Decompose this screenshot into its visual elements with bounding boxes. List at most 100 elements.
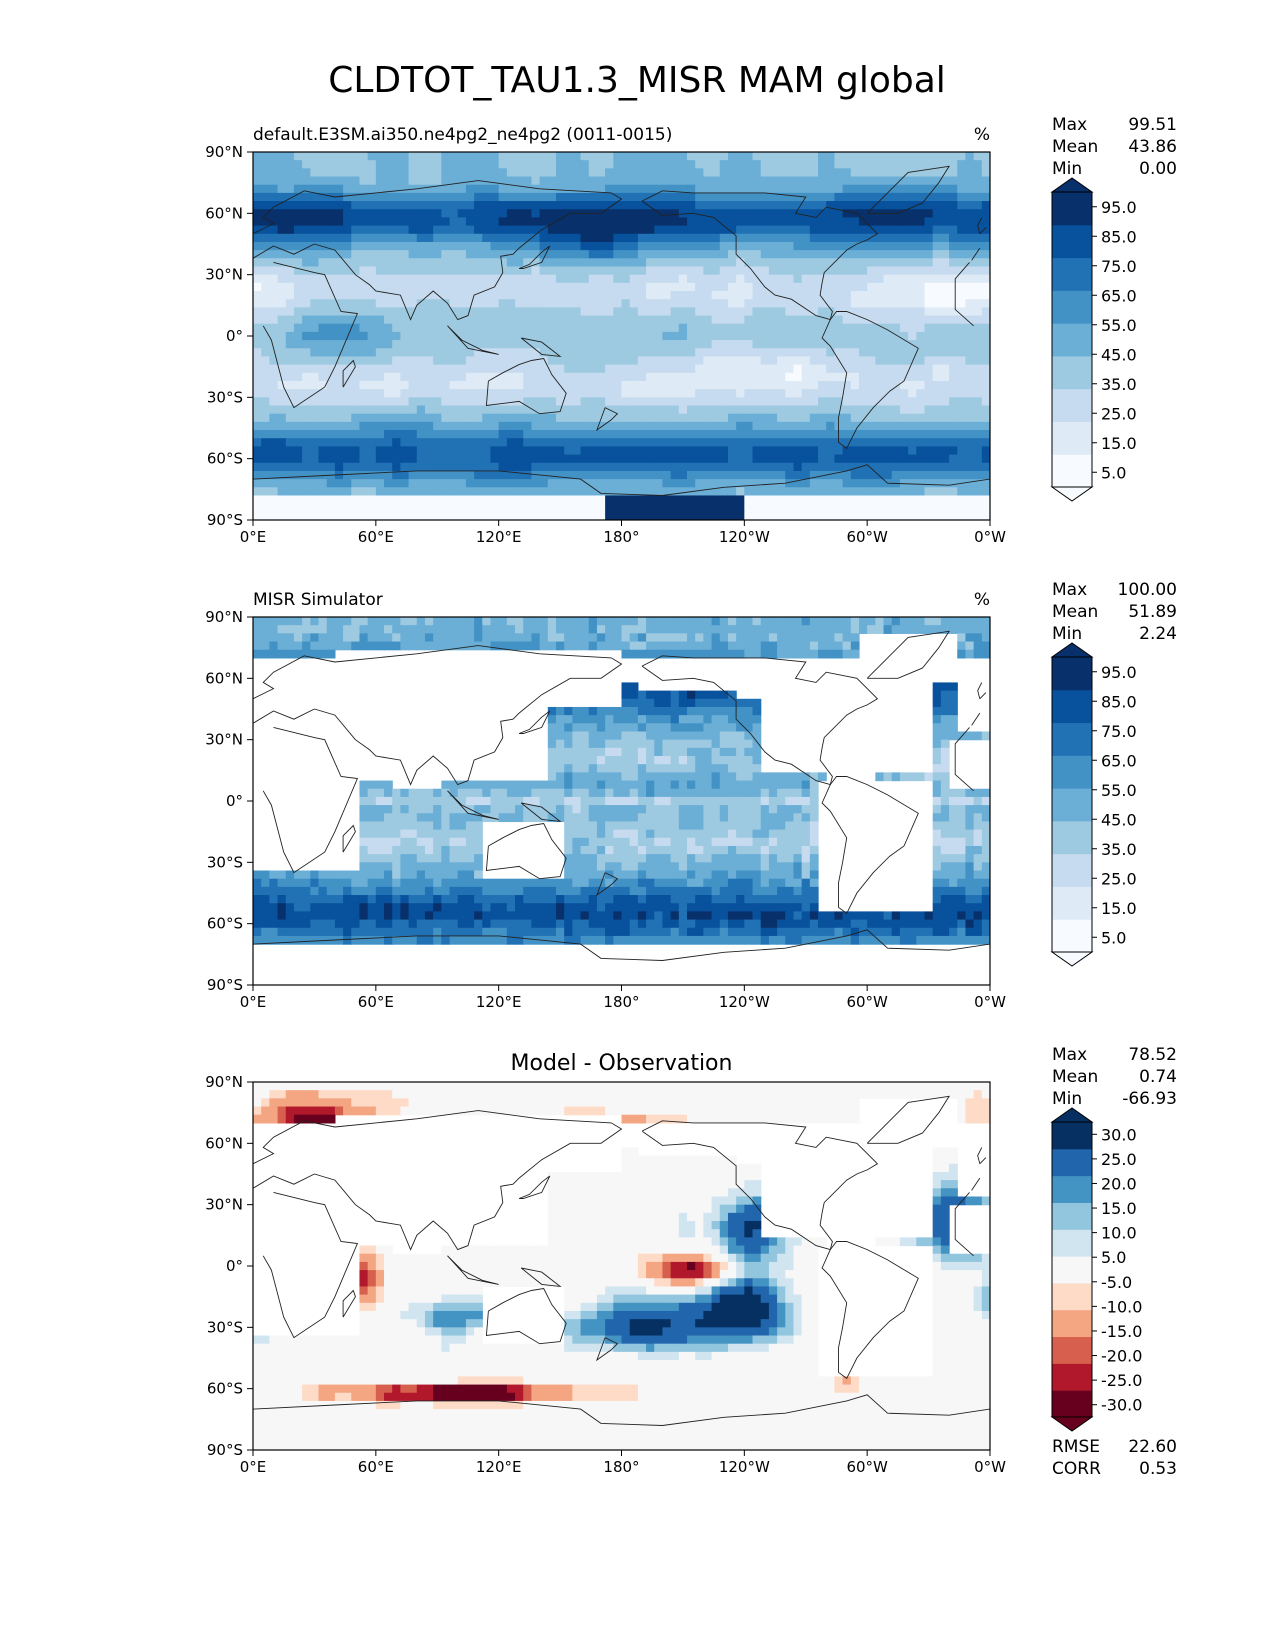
map-cell [474, 413, 483, 423]
map-cell [351, 168, 361, 178]
map-cell [842, 331, 852, 341]
map-cell [916, 299, 926, 308]
map-cell [637, 470, 647, 480]
map-cell [760, 176, 770, 186]
map-cell [949, 479, 958, 488]
map-cell [678, 780, 688, 790]
map-cell [629, 397, 639, 407]
map-cell [965, 633, 975, 643]
map-cell [375, 356, 385, 366]
map-cell [785, 641, 795, 651]
map-cell [981, 380, 990, 390]
map-cell [637, 152, 647, 161]
map-cell [957, 282, 967, 292]
map-cell [957, 340, 967, 349]
map-cell [916, 470, 926, 480]
map-cell [932, 233, 942, 243]
map-cell [752, 201, 762, 210]
map-cell [662, 649, 672, 659]
map-cell [359, 233, 369, 243]
map-cell [326, 503, 336, 513]
map-cell [555, 796, 565, 806]
map-cell [384, 796, 393, 806]
map-cell [850, 617, 860, 626]
map-cell [613, 723, 623, 733]
map-cell [858, 389, 868, 398]
map-cell [891, 282, 901, 292]
map-cell [727, 430, 737, 439]
map-cell [269, 430, 279, 439]
map-cell [875, 380, 885, 390]
map-cell [293, 217, 303, 227]
map-cell [744, 217, 754, 227]
map-cell [858, 225, 868, 235]
map-cell [678, 479, 688, 488]
map-cell [343, 413, 352, 423]
map-cell [506, 307, 516, 317]
map-cell [326, 454, 336, 464]
map-cell [343, 315, 352, 325]
map-cell [858, 356, 868, 366]
map-cell [940, 282, 950, 292]
map-cell [981, 168, 990, 178]
map-cell [465, 307, 475, 317]
map-cell [687, 706, 696, 716]
map-cell [719, 233, 729, 243]
map-cell [596, 176, 606, 186]
map-cell [695, 747, 704, 757]
map-cell [916, 209, 926, 219]
map-cell [359, 323, 369, 333]
map-cell [367, 641, 377, 651]
map-cell [637, 438, 647, 447]
map-cell [400, 487, 410, 497]
map-cell [703, 348, 713, 358]
map-cell [678, 503, 688, 513]
map-cell [654, 715, 664, 724]
map-cell [441, 430, 451, 439]
map-cell [359, 430, 369, 439]
map-cell [850, 470, 860, 480]
map-cell [343, 470, 352, 480]
map-cell [433, 348, 442, 358]
map-cell [662, 389, 672, 398]
map-cell [719, 380, 729, 390]
map-cell [899, 201, 909, 210]
map-cell [555, 756, 565, 765]
map-cell [285, 225, 295, 235]
map-cell [457, 641, 467, 651]
map-cell [727, 633, 737, 643]
map-cell [662, 698, 672, 708]
map-cell [973, 470, 983, 480]
map-cell [719, 299, 729, 308]
map-cell [293, 511, 303, 520]
map-cell [940, 160, 950, 169]
map-cell [490, 299, 500, 308]
map-cell [515, 152, 524, 161]
map-cell [883, 454, 893, 464]
map-cell [629, 756, 639, 765]
map-cell [752, 649, 762, 659]
map-cell [744, 348, 754, 358]
map-cell [908, 487, 917, 497]
map-cell [465, 438, 475, 447]
map-cell [695, 438, 704, 447]
map-cell [441, 413, 451, 423]
map-cell [253, 282, 262, 292]
map-cell [695, 152, 704, 161]
map-cell [424, 176, 434, 186]
map-cell [277, 479, 287, 488]
map-cell [465, 796, 475, 806]
map-cell [695, 184, 704, 194]
map-cell [695, 389, 704, 398]
map-cell [629, 299, 639, 308]
map-cell [605, 315, 614, 325]
map-cell [441, 299, 451, 308]
map-cell [293, 479, 303, 488]
map-cell [940, 315, 950, 325]
map-cell [269, 446, 279, 456]
map-cell [375, 299, 385, 308]
map-cell [465, 356, 475, 366]
map-cell [555, 788, 565, 798]
map-cell [908, 372, 917, 382]
map-cell [334, 405, 344, 415]
